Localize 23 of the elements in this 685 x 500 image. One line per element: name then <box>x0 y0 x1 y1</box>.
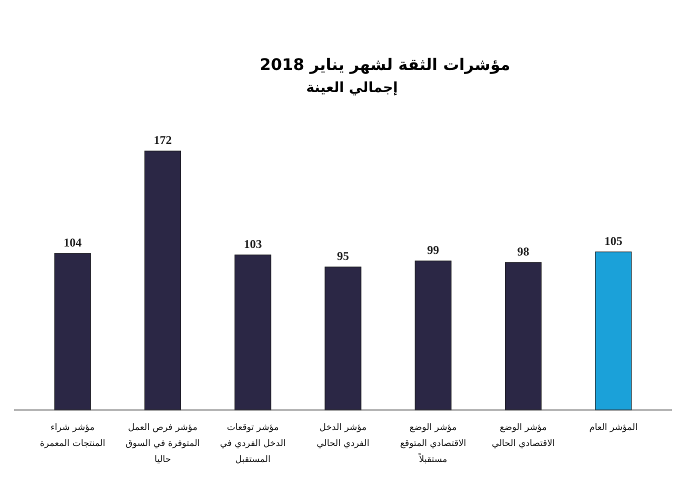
data-label: 99 <box>427 242 440 257</box>
data-label: 172 <box>154 133 172 147</box>
x-tick-label: مؤشر الوضع الاقتصادي المتوقع مستقبلاً <box>400 423 466 465</box>
data-label: 104 <box>64 235 82 250</box>
data-label: 98 <box>517 244 530 258</box>
bar <box>595 252 632 410</box>
chart-title: مؤشرات الثقة لشهر يناير 2018 <box>260 55 510 74</box>
bar <box>504 262 542 410</box>
x-tick-label: مؤشر الوضع الاقتصادي الحالي <box>492 423 555 449</box>
x-tick-label: مؤشر شراء المنتجات المعمرة <box>40 423 106 449</box>
x-tick-label: المؤشر العام <box>589 423 638 433</box>
x-tick-label: مؤشر توقعات الدخل الفردي في المستقبل <box>220 423 286 465</box>
x-tick-label: مؤشر فرص العمل المتوفرة في السوق حاليا <box>126 423 200 465</box>
data-label: 105 <box>604 234 622 248</box>
x-tick-label: مؤشر الدخل الفردي الحالي <box>316 423 370 449</box>
data-label: 103 <box>244 236 262 251</box>
chart-subtitle: إجمالي العينة <box>306 80 398 96</box>
bar <box>54 253 91 410</box>
bar <box>234 254 272 410</box>
bar <box>414 260 452 410</box>
data-label: 95 <box>337 248 349 263</box>
bar <box>144 150 182 410</box>
bar <box>324 266 362 410</box>
